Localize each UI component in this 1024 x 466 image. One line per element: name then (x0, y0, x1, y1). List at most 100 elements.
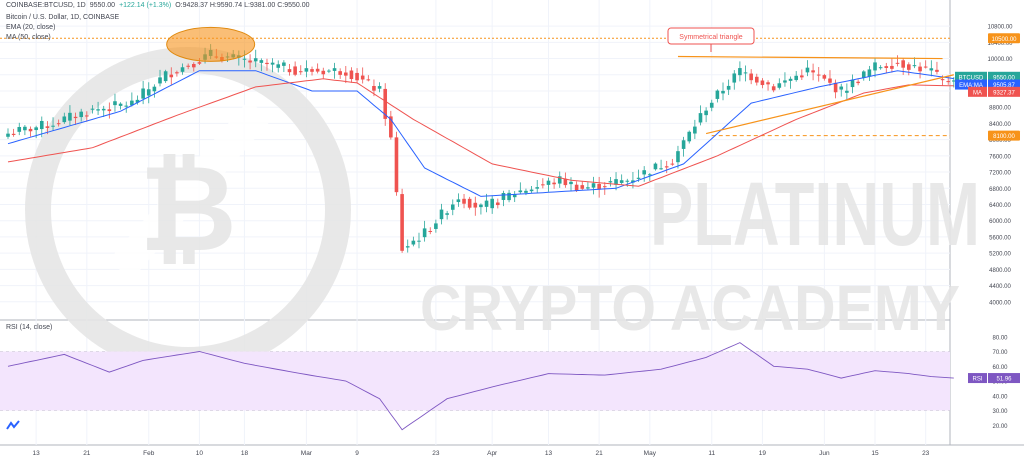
rsi-tick-label: 40.00 (992, 394, 1008, 400)
candle (265, 62, 269, 65)
candle (557, 176, 562, 184)
candle (861, 71, 866, 78)
candle (895, 62, 900, 64)
candle (811, 70, 815, 73)
time-tick-label: May (644, 450, 657, 457)
candle (372, 85, 376, 91)
candle (878, 67, 883, 69)
candle (828, 78, 832, 83)
candle (890, 65, 894, 69)
tag-btcusd-name-box (955, 71, 987, 82)
candle (552, 182, 556, 185)
candle (580, 185, 585, 189)
time-axis[interactable]: 13 21 Feb 10 18 Mar 9 23 Apr 13 21 May 11 19 Jun 15 23 (33, 450, 930, 457)
candle (918, 66, 922, 72)
candle (490, 198, 494, 209)
time-tick-label: 18 (241, 450, 249, 457)
candle (186, 65, 190, 67)
candle (912, 65, 917, 67)
candle (546, 180, 551, 185)
candle (754, 76, 759, 83)
tag-level-high: 10500.00 (988, 33, 1020, 44)
candle (169, 74, 174, 78)
candle (332, 68, 337, 71)
watermark-cut (108, 100, 272, 280)
tag-ema-value: 9505.87 (993, 83, 1015, 89)
candle (670, 163, 675, 165)
tag-level-low-value: 8100.00 (993, 134, 1015, 140)
time-tick-label: 11 (708, 450, 715, 457)
candle (141, 88, 145, 99)
candle (197, 62, 202, 64)
time-tick-label: 21 (83, 450, 91, 457)
time-tick-label: 9 (355, 450, 359, 457)
price-tick-label: 8800.00 (989, 106, 1011, 112)
watermark-bitcoin-glyph: ₿ (139, 142, 237, 276)
candle (625, 180, 630, 182)
candle (253, 58, 258, 62)
watermark: ₿ PLATINUM CRYPTO ACADEMY (25, 47, 980, 373)
candle (360, 75, 365, 80)
rsi-tick-label: 60.00 (992, 365, 1008, 371)
time-tick-label: Feb (143, 450, 155, 457)
candle (783, 80, 787, 83)
candle (524, 190, 528, 193)
candle (321, 70, 326, 75)
time-tick-label: 13 (545, 450, 553, 457)
time-tick-label: 15 (871, 450, 879, 457)
candle (56, 123, 61, 125)
annotation-text: Symmetrical triangle (679, 34, 743, 41)
tag-level-high-value: 10500.00 (991, 37, 1017, 43)
candle (130, 100, 134, 106)
candle (96, 109, 100, 111)
ma-legend[interactable]: MA (50, close) (6, 34, 51, 41)
tradingview-logo-icon[interactable] (6, 418, 20, 430)
candle (113, 101, 117, 106)
candle (315, 68, 320, 72)
rsi-legend[interactable]: RSI (14, close) (6, 324, 53, 331)
candle (383, 88, 388, 119)
symbol: COINBASE:BTCUSD, 1D (6, 2, 86, 9)
candle (929, 68, 934, 71)
candle (282, 62, 286, 66)
tag-btcusd-name: BTCUSD (959, 75, 984, 81)
tag-level-low: 8100.00 (988, 130, 1020, 141)
candle (405, 246, 410, 248)
candle (496, 202, 500, 206)
candle (946, 81, 951, 83)
watermark-line1: PLATINUM (650, 165, 980, 265)
time-tick-label: Apr (487, 450, 498, 457)
price-tick-label: 8000.00 (989, 138, 1011, 144)
candle (681, 140, 686, 149)
candle (766, 82, 770, 85)
time-tick-label: Jun (819, 450, 830, 457)
candle (158, 77, 162, 84)
candle (248, 60, 252, 63)
candle (450, 204, 455, 210)
candle (124, 105, 129, 107)
candle (287, 69, 292, 73)
candle (180, 67, 185, 72)
candle (693, 126, 697, 134)
tag-rsi-name-box (968, 373, 987, 384)
candle (501, 192, 506, 200)
time-tick-label: 10 (196, 450, 204, 457)
price-tick-label: 6000.00 (989, 219, 1011, 225)
candle (687, 131, 692, 142)
ema-legend[interactable]: EMA (20, close) (6, 24, 56, 31)
candle (721, 90, 725, 94)
candle (952, 80, 956, 82)
candle (867, 69, 872, 77)
highlight-ellipse (166, 26, 256, 62)
candle (293, 66, 297, 75)
candle (856, 81, 860, 84)
price-tick-label: 7200.00 (989, 171, 1011, 177)
candle (366, 79, 371, 81)
candle (445, 213, 449, 215)
time-tick-label: 23 (432, 450, 440, 457)
candle (563, 178, 568, 186)
candle (146, 89, 151, 96)
tag-level-high-box (988, 33, 1020, 44)
